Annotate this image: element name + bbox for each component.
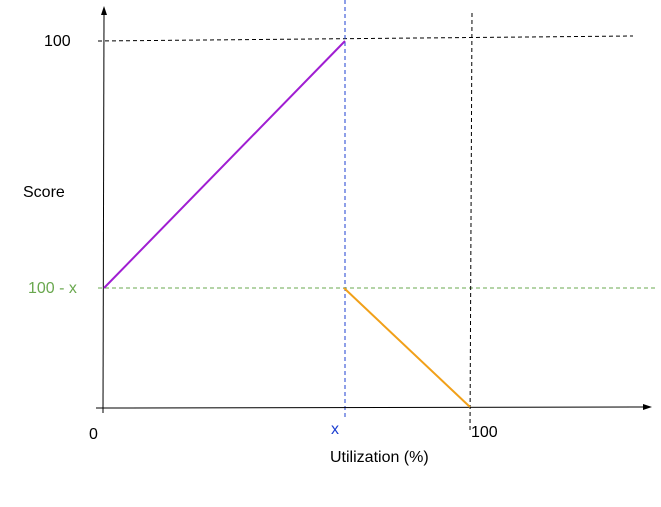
x-tick-label-x: x xyxy=(331,421,339,438)
y-axis-title: Score xyxy=(23,184,65,201)
x-axis-title: Utilization (%) xyxy=(330,449,429,466)
rising-score-segment xyxy=(103,40,346,289)
y-axis xyxy=(102,13,105,414)
guide-line-x-100 xyxy=(469,12,473,431)
guide-line-y-100 xyxy=(97,35,634,42)
y-tick-label-100-minus-x: 100 - x xyxy=(28,280,77,297)
falling-score-segment xyxy=(343,287,471,408)
x-tick-label-100: 100 xyxy=(471,424,498,441)
x-axis-arrowhead xyxy=(643,404,652,410)
x-axis xyxy=(95,406,645,409)
y-tick-label-100: 100 xyxy=(44,33,71,50)
y-axis-arrowhead xyxy=(101,6,107,15)
x-tick-label-0: 0 xyxy=(89,426,98,443)
